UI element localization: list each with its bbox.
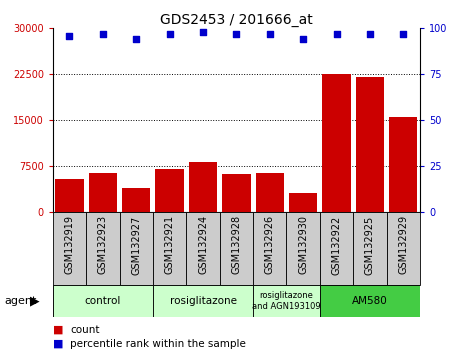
Point: [166, 31, 174, 37]
Text: ■: ■: [53, 325, 63, 335]
Text: GSM132925: GSM132925: [365, 215, 375, 275]
Bar: [153, 285, 253, 317]
Bar: [186, 212, 220, 285]
Point: [199, 29, 207, 35]
Bar: [322, 74, 351, 212]
Text: GSM132929: GSM132929: [398, 215, 409, 274]
Bar: [156, 170, 184, 212]
Point: [66, 33, 73, 39]
Bar: [253, 285, 320, 317]
Text: GSM132922: GSM132922: [331, 215, 341, 275]
Point: [99, 31, 106, 37]
Text: GSM132921: GSM132921: [165, 215, 174, 274]
Text: GSM132928: GSM132928: [231, 215, 241, 274]
Text: AM580: AM580: [352, 296, 388, 306]
Point: [333, 31, 340, 37]
Text: ▶: ▶: [30, 295, 39, 307]
Bar: [189, 162, 217, 212]
Text: GSM132930: GSM132930: [298, 215, 308, 274]
Point: [133, 36, 140, 42]
Text: control: control: [84, 296, 121, 306]
Point: [366, 31, 374, 37]
Text: percentile rank within the sample: percentile rank within the sample: [70, 339, 246, 349]
Text: GSM132927: GSM132927: [131, 215, 141, 275]
Bar: [53, 212, 86, 285]
Bar: [119, 212, 153, 285]
Point: [266, 31, 274, 37]
Bar: [86, 212, 119, 285]
Bar: [220, 212, 253, 285]
Point: [400, 31, 407, 37]
Text: rosiglitazone
and AGN193109: rosiglitazone and AGN193109: [252, 291, 321, 310]
Text: agent: agent: [5, 296, 37, 306]
Bar: [89, 172, 117, 212]
Text: GSM132924: GSM132924: [198, 215, 208, 274]
Bar: [256, 172, 284, 212]
Bar: [353, 212, 386, 285]
Point: [233, 31, 240, 37]
Text: GSM132923: GSM132923: [98, 215, 108, 274]
Bar: [289, 193, 317, 212]
Bar: [286, 212, 320, 285]
Text: GSM132926: GSM132926: [265, 215, 275, 274]
Text: GSM132919: GSM132919: [64, 215, 74, 274]
Bar: [53, 285, 153, 317]
Bar: [386, 212, 420, 285]
Text: ■: ■: [53, 339, 63, 349]
Point: [299, 36, 307, 42]
Bar: [55, 179, 84, 212]
Bar: [122, 188, 151, 212]
Bar: [320, 285, 420, 317]
Bar: [320, 212, 353, 285]
Bar: [389, 117, 418, 212]
Text: rosiglitazone: rosiglitazone: [169, 296, 236, 306]
Bar: [356, 78, 384, 212]
Text: count: count: [70, 325, 100, 335]
Bar: [153, 212, 186, 285]
Title: GDS2453 / 201666_at: GDS2453 / 201666_at: [160, 13, 313, 27]
Bar: [222, 175, 251, 212]
Bar: [253, 212, 286, 285]
